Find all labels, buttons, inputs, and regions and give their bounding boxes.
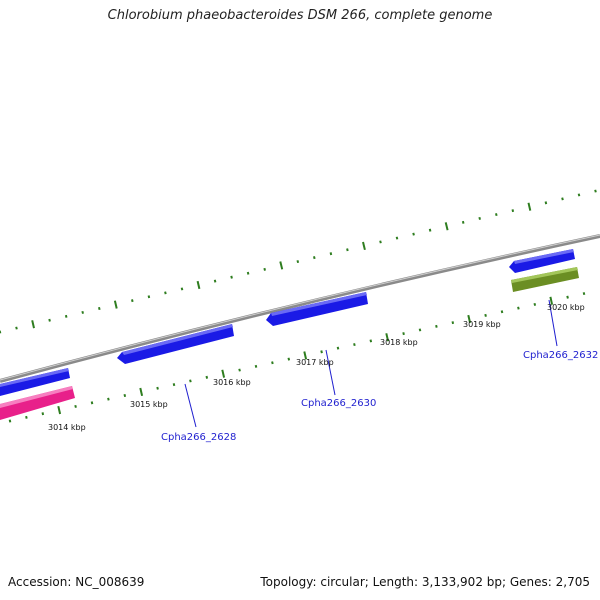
gene-feature-cpha266-2628[interactable] bbox=[117, 324, 234, 364]
minor-tick bbox=[156, 386, 159, 390]
minor-tick bbox=[123, 393, 127, 398]
major-tick bbox=[527, 202, 532, 211]
minor-tick bbox=[213, 279, 217, 283]
minor-tick bbox=[561, 197, 564, 201]
major-tick bbox=[57, 405, 62, 415]
major-tick bbox=[31, 320, 35, 329]
minor-tick bbox=[336, 346, 340, 350]
gene-label-line-2632 bbox=[548, 299, 558, 347]
accession-text: Accession: NC_008639 bbox=[8, 575, 145, 589]
minor-tick bbox=[395, 236, 399, 240]
minor-tick bbox=[461, 220, 465, 224]
minor-tick bbox=[48, 318, 51, 322]
minor-tick bbox=[180, 287, 184, 291]
major-tick bbox=[139, 387, 144, 397]
gene-label-cpha266-2628[interactable]: Cpha266_2628 bbox=[161, 432, 236, 443]
major-tick bbox=[362, 241, 366, 251]
minor-tick bbox=[81, 310, 84, 314]
major-tick bbox=[303, 351, 308, 360]
minor-tick bbox=[230, 275, 233, 279]
minor-tick bbox=[296, 260, 300, 264]
minor-tick bbox=[131, 299, 134, 303]
upper-tick-track bbox=[0, 189, 597, 334]
minor-tick bbox=[451, 321, 455, 325]
minor-tick bbox=[246, 271, 250, 275]
gene-label-cpha266-2630[interactable]: Cpha266_2630 bbox=[301, 398, 376, 409]
minor-tick bbox=[478, 216, 481, 220]
minor-tick bbox=[172, 383, 176, 387]
minor-tick bbox=[517, 306, 520, 310]
minor-tick bbox=[412, 232, 415, 236]
major-tick bbox=[196, 280, 201, 290]
major-tick bbox=[113, 300, 118, 309]
tick-label: 3014 kbp bbox=[48, 423, 86, 432]
major-tick bbox=[549, 296, 554, 305]
minor-tick bbox=[369, 339, 373, 343]
minor-tick bbox=[346, 248, 349, 252]
minor-tick bbox=[577, 193, 581, 197]
tick-label: 3018 kbp bbox=[380, 338, 418, 347]
minor-tick bbox=[287, 357, 291, 361]
minor-tick bbox=[164, 291, 167, 295]
minor-tick bbox=[74, 404, 77, 408]
minor-tick bbox=[484, 313, 487, 317]
minor-tick bbox=[533, 302, 537, 306]
lower-tick-track bbox=[8, 292, 586, 423]
minor-tick bbox=[107, 397, 110, 401]
minor-tick bbox=[147, 295, 151, 299]
tick-label: 3017 kbp bbox=[296, 358, 334, 367]
minor-tick bbox=[90, 401, 94, 405]
minor-tick bbox=[582, 292, 586, 296]
minor-tick bbox=[271, 361, 274, 365]
gene-feature-cpha266-2632[interactable] bbox=[511, 267, 579, 292]
gene-feature-left-reverse[interactable] bbox=[0, 386, 75, 420]
minor-tick bbox=[263, 267, 266, 271]
major-tick bbox=[279, 261, 284, 270]
minor-tick bbox=[428, 228, 432, 232]
minor-tick bbox=[379, 240, 382, 244]
minor-tick bbox=[320, 350, 323, 354]
genome-backbone bbox=[0, 234, 600, 383]
tick-label: 3016 kbp bbox=[213, 378, 251, 387]
gene-feature-cpha266-2630[interactable] bbox=[266, 292, 368, 326]
minor-tick bbox=[435, 324, 438, 328]
minor-tick bbox=[41, 412, 45, 416]
major-tick bbox=[385, 333, 390, 342]
minor-tick bbox=[238, 368, 241, 372]
minor-tick bbox=[98, 306, 101, 311]
tick-label: 3015 kbp bbox=[130, 400, 168, 409]
major-tick bbox=[444, 222, 449, 231]
minor-tick bbox=[329, 252, 333, 256]
minor-tick bbox=[313, 256, 316, 260]
major-tick bbox=[467, 314, 472, 324]
minor-tick bbox=[15, 326, 18, 330]
gene-label-line-2630 bbox=[325, 349, 336, 396]
minor-tick bbox=[25, 415, 28, 419]
minor-tick bbox=[64, 314, 68, 318]
minor-tick bbox=[511, 209, 515, 213]
minor-tick bbox=[500, 310, 504, 314]
minor-tick bbox=[254, 364, 258, 368]
minor-tick bbox=[402, 332, 405, 336]
minor-tick bbox=[8, 419, 12, 423]
gene-label-cpha266-2632[interactable]: Cpha266_2632 bbox=[523, 350, 598, 361]
map-title: Chlorobium phaeobacteroides DSM 266, com… bbox=[107, 8, 493, 23]
minor-tick bbox=[566, 295, 569, 299]
minor-tick bbox=[189, 379, 192, 383]
genome-summary-text: Topology: circular; Length: 3,133,902 bp… bbox=[260, 575, 590, 589]
gene-feature-right-forward[interactable] bbox=[509, 249, 575, 273]
minor-tick bbox=[544, 201, 548, 205]
minor-tick bbox=[353, 343, 356, 347]
tick-label: 3020 kbp bbox=[547, 303, 585, 312]
minor-tick bbox=[495, 213, 498, 217]
gene-label-line-2628 bbox=[184, 383, 197, 428]
gene-feature-left-forward[interactable] bbox=[0, 368, 70, 396]
minor-tick bbox=[205, 375, 209, 379]
minor-tick bbox=[594, 189, 597, 193]
major-tick bbox=[221, 369, 226, 378]
minor-tick bbox=[418, 328, 422, 332]
tick-label: 3019 kbp bbox=[463, 320, 501, 329]
